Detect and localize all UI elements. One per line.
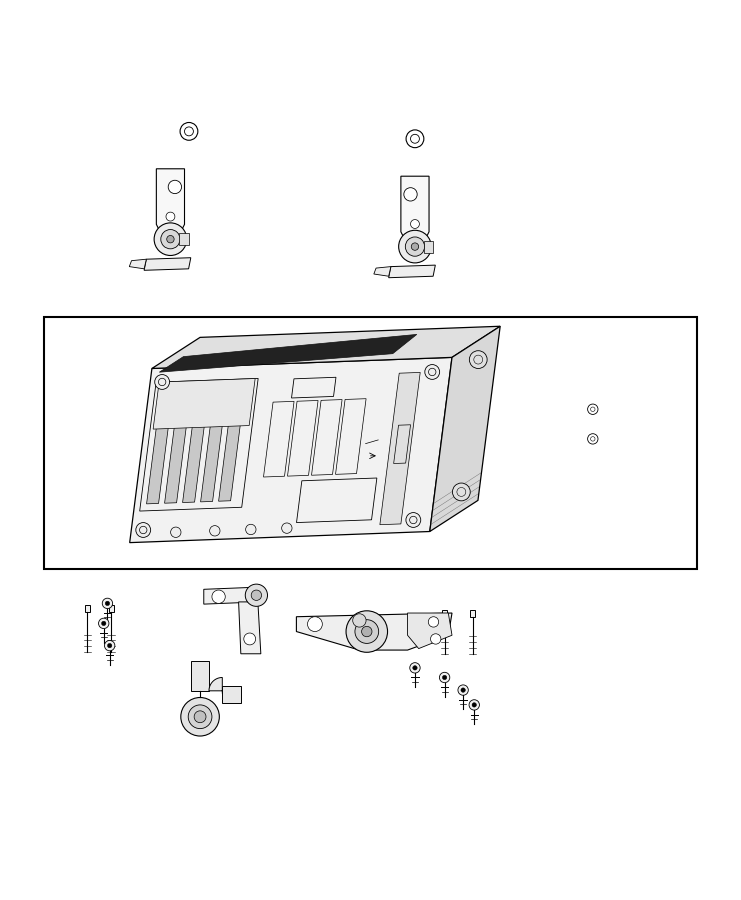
Bar — [84, 605, 90, 611]
Circle shape — [362, 626, 372, 636]
Circle shape — [413, 666, 417, 670]
Polygon shape — [401, 176, 429, 239]
Polygon shape — [380, 373, 420, 525]
Polygon shape — [130, 259, 146, 269]
Polygon shape — [179, 233, 189, 245]
Circle shape — [308, 616, 322, 632]
Polygon shape — [430, 327, 500, 532]
Circle shape — [453, 483, 471, 500]
Polygon shape — [239, 602, 261, 653]
Circle shape — [245, 584, 268, 607]
Polygon shape — [159, 335, 416, 373]
Polygon shape — [219, 386, 245, 501]
Circle shape — [472, 703, 476, 707]
Circle shape — [170, 527, 181, 537]
Circle shape — [425, 364, 439, 380]
Polygon shape — [209, 678, 225, 694]
Circle shape — [282, 523, 292, 534]
Circle shape — [181, 698, 219, 736]
Circle shape — [167, 236, 174, 243]
Circle shape — [439, 672, 450, 683]
Circle shape — [399, 230, 431, 263]
Polygon shape — [165, 388, 191, 503]
Circle shape — [469, 699, 479, 710]
Circle shape — [102, 621, 106, 626]
Circle shape — [194, 711, 206, 723]
Polygon shape — [147, 389, 173, 504]
Polygon shape — [424, 240, 433, 253]
Circle shape — [244, 633, 256, 645]
Circle shape — [431, 634, 441, 644]
Circle shape — [212, 590, 225, 603]
Circle shape — [411, 243, 419, 250]
Circle shape — [155, 374, 170, 390]
Circle shape — [102, 598, 113, 608]
Polygon shape — [296, 613, 452, 650]
Polygon shape — [222, 686, 241, 704]
Circle shape — [346, 611, 388, 652]
Polygon shape — [204, 587, 259, 604]
Circle shape — [458, 685, 468, 696]
Circle shape — [210, 526, 220, 536]
Polygon shape — [144, 257, 191, 270]
Circle shape — [154, 223, 187, 256]
Circle shape — [461, 688, 465, 692]
Bar — [471, 610, 476, 616]
Circle shape — [406, 513, 421, 527]
Circle shape — [107, 644, 112, 648]
Polygon shape — [152, 327, 500, 368]
Circle shape — [469, 351, 487, 368]
Circle shape — [99, 618, 109, 628]
Polygon shape — [374, 266, 391, 276]
Circle shape — [166, 212, 175, 221]
Polygon shape — [201, 386, 227, 502]
Bar — [44, 317, 697, 569]
Circle shape — [104, 641, 115, 651]
Polygon shape — [408, 613, 452, 649]
Circle shape — [245, 525, 256, 535]
Circle shape — [404, 188, 417, 201]
Bar — [108, 605, 114, 611]
Circle shape — [428, 616, 439, 627]
Polygon shape — [153, 379, 255, 429]
Circle shape — [442, 675, 447, 680]
Polygon shape — [130, 357, 452, 543]
Circle shape — [136, 523, 150, 537]
Circle shape — [353, 614, 366, 627]
Circle shape — [188, 705, 212, 729]
Circle shape — [355, 620, 379, 643]
Circle shape — [405, 237, 425, 256]
Circle shape — [411, 220, 419, 229]
Bar — [442, 610, 448, 616]
Circle shape — [105, 601, 110, 606]
Circle shape — [161, 230, 180, 248]
Circle shape — [251, 590, 262, 600]
Circle shape — [168, 180, 182, 194]
Circle shape — [410, 662, 420, 673]
Polygon shape — [191, 662, 209, 691]
Polygon shape — [156, 169, 185, 232]
Polygon shape — [182, 387, 209, 502]
Polygon shape — [389, 266, 436, 278]
